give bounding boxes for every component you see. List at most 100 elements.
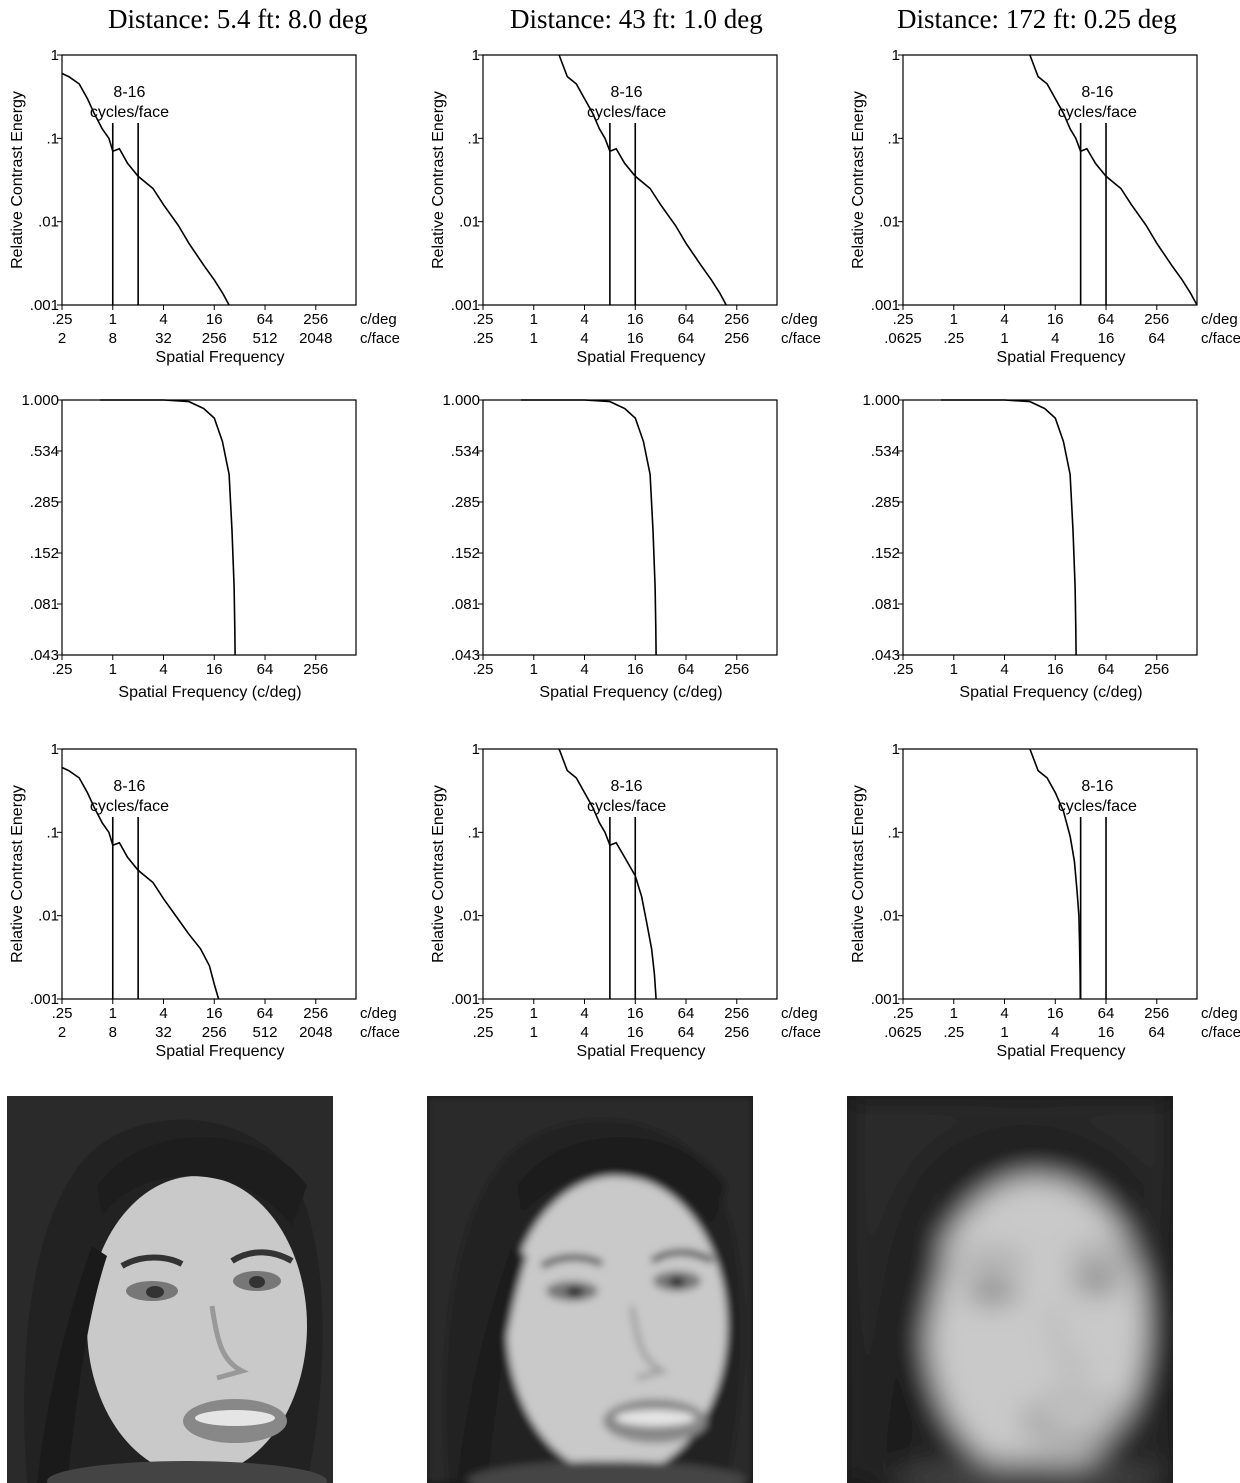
col2-filtered-x-tick-label-cdeg: 4 (580, 1005, 588, 1022)
col3-spectrum-x-tick-label-cface: .25 (943, 330, 964, 347)
col2-filter-x-tick-label: 64 (678, 661, 695, 678)
col2-filtered-x-tick-label-cdeg: 16 (627, 1005, 644, 1022)
col3-filtered-x-tick-label-cdeg: 256 (1144, 1005, 1169, 1022)
col2-spectrum-x-tick-label-cface: 1 (530, 330, 538, 347)
col3-filtered-band-label-2: cycles/face (1058, 798, 1137, 815)
col3-filtered-x-unit-top: c/deg (1201, 1005, 1238, 1022)
col3-filtered-y-tick-label: .1 (887, 824, 900, 841)
col1-filtered-x-tick-label-cdeg: 1 (109, 1005, 117, 1022)
col1-filter-x-tick-label: 256 (303, 661, 328, 678)
col3-filter-y-tick-label: .152 (871, 545, 900, 562)
col1-spectrum-x-tick-label-cdeg: 64 (257, 311, 274, 328)
col1-spectrum-x-tick-label-cface: 2 (58, 330, 66, 347)
col1-filtered-x-tick-label-cdeg: 4 (159, 1005, 167, 1022)
col3-spectrum-x-tick-label-cface: 1 (1000, 330, 1008, 347)
column-title-3: Distance: 172 ft: 0.25 deg (897, 4, 1177, 34)
col2-spectrum-series-line (558, 54, 727, 306)
col3-spectrum-y-axis-label: Relative Contrast Energy (850, 91, 867, 269)
col2-spectrum-x-unit-bottom: c/face (781, 330, 821, 347)
col2-spectrum-x-unit-top: c/deg (781, 311, 818, 328)
col1-filtered-x-tick-label-cface: 256 (202, 1024, 227, 1041)
col3-spectrum-band-label-2: cycles/face (1058, 104, 1137, 121)
col1-spectrum-x-tick-label-cdeg: 16 (206, 311, 223, 328)
col2-spectrum-x-tick-label-cface: 256 (724, 330, 749, 347)
col3-spectrum-band-label-1: 8-16 (1081, 84, 1113, 101)
col2-spectrum-y-tick-label: .001 (451, 297, 480, 314)
col1-filter-x-tick-label: 1 (109, 661, 117, 678)
col3-spectrum-x-tick-label-cface: 64 (1148, 330, 1165, 347)
col2-spectrum-x-tick-label-cface: 16 (627, 330, 644, 347)
col3-filtered-x-unit-bottom: c/face (1201, 1024, 1240, 1041)
col2-spectrum-y-tick-label: .01 (459, 214, 480, 231)
col2-filtered-y-tick-label: 1 (472, 741, 480, 758)
col1-filtered-x-unit-top: c/deg (360, 1005, 397, 1022)
col1-filtered-x-tick-label-cface: 32 (155, 1024, 172, 1041)
col2-filtered-x-tick-label-cface: 1 (530, 1024, 538, 1041)
col2-filtered-x-tick-label-cdeg: 1 (530, 1005, 538, 1022)
col2-spectrum-x-tick-label-cdeg: 1 (530, 311, 538, 328)
face-photo-very-blurred (847, 1096, 1173, 1483)
col3-filtered-x-tick-label-cdeg: 1 (950, 1005, 958, 1022)
col3-filtered-y-axis-label: Relative Contrast Energy (850, 785, 867, 963)
col2-spectrum-band-label-2: cycles/face (587, 104, 666, 121)
col2-filtered-x-tick-label-cdeg: 64 (678, 1005, 695, 1022)
col1-filtered-y-tick-label: .01 (38, 908, 59, 925)
col2-filtered-x-tick-label-cface: 16 (627, 1024, 644, 1041)
col3-filter-y-tick-label: .043 (871, 647, 900, 664)
col1-spectrum-x-tick-label-cdeg: .25 (52, 311, 73, 328)
col3-filtered-x-tick-label-cdeg: 4 (1000, 1005, 1008, 1022)
col2-filtered-x-tick-label-cface: 4 (580, 1024, 588, 1041)
col2-filtered-y-tick-label: .001 (451, 991, 480, 1008)
col2-spectrum-x-tick-label-cface: 4 (580, 330, 588, 347)
col1-filtered-y-tick-label: .1 (46, 824, 59, 841)
col1-spectrum-y-tick-label: .01 (38, 214, 59, 231)
col1-filtered-band-label-1: 8-16 (113, 778, 145, 795)
col2-spectrum-x-tick-label-cface: .25 (473, 330, 494, 347)
col2-filtered-series-line (558, 748, 657, 1000)
col3-spectrum-series-line (1029, 54, 1198, 306)
col2-filter-x-tick-label: .25 (473, 661, 494, 678)
col3-filtered-x-tick-label-cdeg: .25 (893, 1005, 914, 1022)
col2-filtered-x-tick-label-cdeg: 256 (724, 1005, 749, 1022)
col1-spectrum-x-tick-label-cface: 256 (202, 330, 227, 347)
col2-filtered-x-unit-bottom: c/face (781, 1024, 821, 1041)
col3-filtered-x-tick-label-cface: 64 (1148, 1024, 1165, 1041)
column-title-2: Distance: 43 ft: 1.0 deg (510, 4, 763, 34)
col3-filter-x-tick-label: 1 (950, 661, 958, 678)
col1-spectrum-y-tick-label: 1 (51, 47, 59, 64)
col3-spectrum-x-tick-label-cdeg: 1 (950, 311, 958, 328)
col3-filtered-frame (902, 748, 1198, 1000)
col3-filter-x-tick-label: 4 (1000, 661, 1008, 678)
col1-spectrum-x-tick-label-cface: 512 (253, 330, 278, 347)
col2-spectrum-y-tick-label: 1 (472, 47, 480, 64)
col1-spectrum-y-axis-label: Relative Contrast Energy (9, 91, 26, 269)
col2-filtered-y-axis-label: Relative Contrast Energy (430, 785, 447, 963)
col3-spectrum-x-unit-top: c/deg (1201, 311, 1238, 328)
col1-filtered-x-tick-label-cface: 512 (253, 1024, 278, 1041)
col3-spectrum-x-unit-bottom: c/face (1201, 330, 1240, 347)
col3-filter-x-axis-label: Spatial Frequency (c/deg) (959, 684, 1142, 701)
col2-spectrum-x-tick-label-cdeg: .25 (473, 311, 494, 328)
col3-spectrum-y-tick-label: .01 (879, 214, 900, 231)
col2-spectrum-band-label-1: 8-16 (611, 84, 643, 101)
col1-filtered-x-tick-label-cdeg: 16 (206, 1005, 223, 1022)
col3-spectrum-x-axis-label: Spatial Frequency (997, 349, 1126, 366)
col3-filtered-x-axis-label: Spatial Frequency (997, 1043, 1126, 1060)
col1-spectrum-y-tick-label: .1 (46, 130, 59, 147)
col3-spectrum-y-tick-label: .001 (871, 297, 900, 314)
col1-filter-series-line (100, 399, 236, 656)
charts-canvas: 1.1.01.001.2521843216256645122562048c/de… (9, 47, 1240, 1060)
col2-filter-x-tick-label: 1 (530, 661, 538, 678)
col2-spectrum-x-tick-label-cdeg: 256 (724, 311, 749, 328)
col3-spectrum-x-tick-label-cdeg: 64 (1098, 311, 1115, 328)
col2-filtered-x-tick-label-cface: .25 (473, 1024, 494, 1041)
col3-filtered-x-tick-label-cface: .25 (943, 1024, 964, 1041)
col3-spectrum-x-tick-label-cdeg: 16 (1047, 311, 1064, 328)
col1-filtered-x-tick-label-cface: 8 (109, 1024, 117, 1041)
col1-filtered-x-axis-label: Spatial Frequency (156, 1043, 285, 1060)
col1-filtered-y-axis-label: Relative Contrast Energy (9, 785, 26, 963)
column-title-1: Distance: 5.4 ft: 8.0 deg (108, 4, 368, 34)
col3-filter-y-tick-label: .285 (871, 494, 900, 511)
col2-filtered-x-unit-top: c/deg (781, 1005, 818, 1022)
col1-filtered-x-tick-label-cface: 2 (58, 1024, 66, 1041)
